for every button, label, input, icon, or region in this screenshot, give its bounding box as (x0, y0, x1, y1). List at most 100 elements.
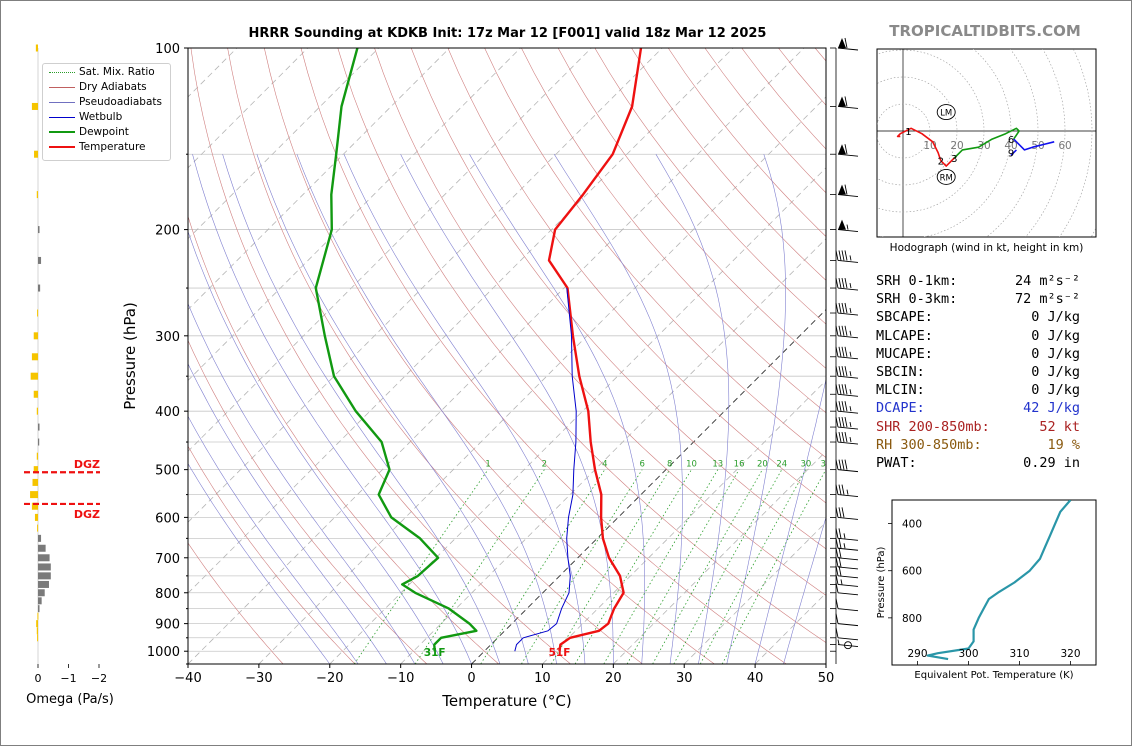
wind-barb (835, 574, 859, 587)
pseudoadiabat (726, 154, 786, 664)
wind-barb-flag (838, 547, 842, 558)
wind-barb-flag (835, 547, 839, 558)
wind-barb (835, 627, 859, 641)
hodo-ring-label: 40 (1004, 140, 1017, 152)
param-label: SBCAPE: (876, 309, 933, 326)
wind-barb (837, 219, 859, 233)
y-tick-label: 500 (155, 464, 180, 479)
param-label: MLCAPE: (876, 327, 933, 344)
x-tick-label: −40 (174, 671, 201, 686)
wind-barb-half-flag (837, 639, 840, 645)
omega-bar (37, 309, 39, 317)
wind-barb-flag (835, 528, 839, 539)
wind-barb-flag (835, 431, 839, 443)
omega-bar (33, 390, 38, 398)
wind-barb-flag (844, 96, 848, 107)
theta-e-x-tick-label: 290 (907, 648, 927, 660)
param-value: 19 % (1047, 436, 1080, 453)
isotherm (188, 48, 379, 240)
wind-barb (835, 598, 859, 612)
wind-barb-flag (841, 484, 845, 495)
omega-bar (36, 452, 38, 460)
pseudoadiabat (188, 463, 331, 664)
mixing-ratio-line (480, 469, 606, 664)
wind-barb-flag (838, 507, 842, 518)
mixing-ratio-line (652, 469, 763, 664)
param-value: 0 J/kg (1031, 309, 1080, 326)
wind-barb-flag (844, 325, 848, 336)
mixing-ratio-line (550, 469, 671, 664)
dry-adiabat (188, 542, 284, 664)
omega-bar (30, 491, 38, 499)
hodo-trace (1010, 149, 1017, 156)
wind-barb (835, 416, 859, 430)
legend-swatch (49, 117, 75, 118)
wind-barb-half-flag (849, 389, 852, 395)
y-tick-label: 100 (155, 42, 180, 57)
hodo-trace (940, 157, 955, 167)
mixing-ratio-label: 30 (800, 460, 811, 470)
omega-bar (34, 513, 38, 521)
profile-dewpoint (314, 48, 478, 652)
param-srh-1km: SRH 0-1km: 24 m²s⁻² (876, 272, 1116, 290)
wind-barb (835, 346, 859, 360)
hodo-height-label: 1 (905, 127, 911, 138)
isotherm (188, 48, 521, 382)
wind-barb-flag (844, 144, 848, 155)
wind-barb (835, 325, 859, 339)
wind-barb-flag (841, 401, 845, 412)
wind-barb-shaft (837, 335, 859, 339)
hodo-trace (953, 127, 1020, 159)
omega-bar (38, 580, 49, 588)
wind-barb (837, 96, 859, 109)
hodo-ring (1059, 49, 1093, 237)
wind-barb-half-flag (849, 330, 852, 336)
param-mlcape: MLCAPE: 0 J/kg (876, 327, 1116, 345)
param-value: 0 J/kg (1031, 345, 1080, 362)
pseudoadiabat (469, 154, 645, 664)
param-sbcin: SBCIN: 0 J/kg (876, 363, 1116, 381)
wind-barb-half-flag (843, 533, 846, 539)
wind-barb-shaft (837, 393, 859, 397)
mixing-ratio-line (626, 469, 740, 664)
mixing-ratio-line (721, 469, 826, 664)
param-dcape: DCAPE: 42 J/kg (876, 399, 1116, 417)
mixing-ratio-line (673, 469, 783, 664)
wind-barb-shaft (837, 637, 859, 641)
mixing-ratio-line (414, 469, 545, 664)
wind-barb-flag (835, 416, 839, 428)
wind-barb (835, 507, 859, 520)
legend-item-wetbulb: Wetbulb (43, 110, 170, 125)
wind-barb-flag (835, 484, 839, 495)
isotherm (683, 521, 826, 664)
param-label: SRH 0-3km: (876, 291, 958, 308)
wind-barb-flag (838, 346, 842, 357)
wind-barb-shaft (837, 537, 859, 541)
wind-barb-pennant (838, 184, 846, 195)
brand-watermark: TROPICALTIDBITS.COM (889, 22, 1081, 40)
legend-label: Dewpoint (79, 126, 129, 138)
dry-adiabat (337, 48, 826, 643)
omega-bar (36, 191, 38, 199)
hodo-height-label: 9 (1008, 149, 1014, 160)
wind-barb-pennant (838, 96, 846, 107)
wind-barb-shaft (837, 516, 859, 520)
legend-label: Dry Adiabats (79, 81, 147, 93)
wind-barb (835, 302, 859, 316)
mixing-ratio-label: 2 (542, 460, 547, 470)
wind-barb (835, 556, 859, 570)
wind-barb-flag (838, 416, 842, 428)
mixing-ratio-label: 36 (820, 460, 831, 470)
param-value: 0 J/kg (1031, 382, 1080, 399)
wind-barb-flag (835, 277, 839, 289)
dry-adiabat (264, 48, 715, 664)
dry-adiabat (521, 48, 826, 414)
wind-barb-half-flag (849, 255, 852, 261)
hodograph-caption: Hodograph (wind in kt, height in km) (890, 242, 1084, 254)
omega-bar (38, 438, 40, 446)
param-label: PWAT: (876, 454, 917, 471)
y-axis-label: Pressure (hPa) (121, 302, 139, 410)
wind-barb-flag (838, 384, 842, 395)
wind-barb-half-flag (849, 436, 852, 443)
